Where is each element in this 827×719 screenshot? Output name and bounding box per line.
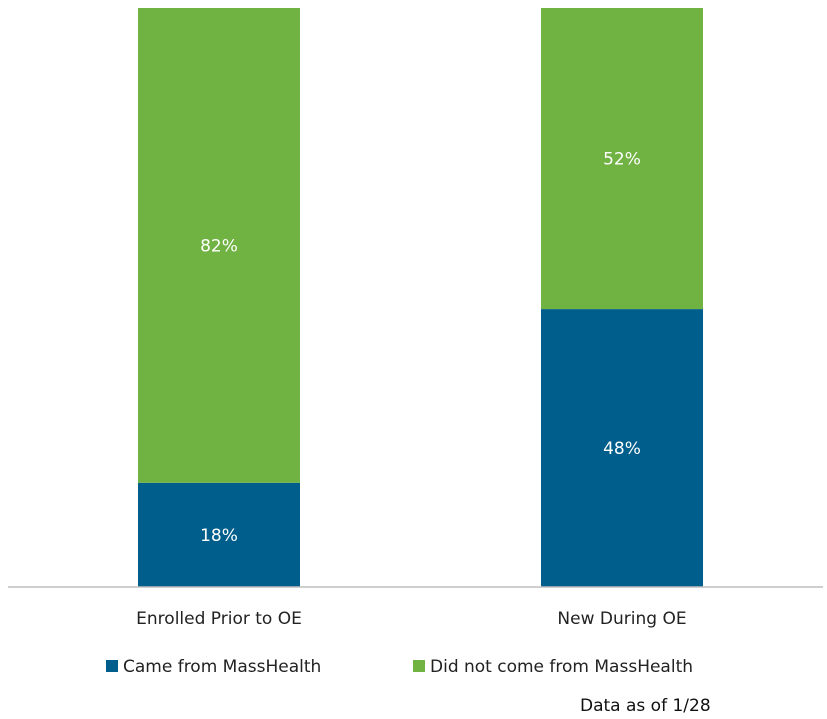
bar-enrolled-prior-to-oe-came-from-masshealth: [138, 482, 300, 587]
legend-swatch-came-from-masshealth: [106, 660, 118, 672]
data-date-note: Data as of 1/28: [580, 696, 711, 716]
bar-enrolled-prior-to-oe-did-not-come-from-masshealth: [138, 8, 300, 483]
category-label-new-during-oe: New During OE: [557, 609, 686, 629]
bars: 18% 82% 48% 52%: [138, 8, 703, 587]
legend-swatch-did-not-come-from-masshealth: [413, 660, 425, 672]
data-label-enrolled-prior-to-oe-did-not-come-from-masshealth: 82%: [200, 236, 238, 256]
bar-new-during-oe-came-from-masshealth: [541, 309, 703, 587]
data-label-new-during-oe-did-not-come-from-masshealth: 52%: [603, 150, 641, 170]
legend-label-came-from-masshealth: Came from MassHealth: [123, 657, 321, 677]
data-label-new-during-oe-came-from-masshealth: 48%: [603, 439, 641, 459]
bar-new-during-oe-did-not-come-from-masshealth: [541, 8, 703, 310]
category-label-enrolled-prior-to-oe: Enrolled Prior to OE: [136, 609, 302, 629]
data-label-enrolled-prior-to-oe-came-from-masshealth: 18%: [200, 526, 238, 546]
legend: Came from MassHealth Did not come from Ma…: [106, 657, 693, 677]
legend-label-did-not-come-from-masshealth: Did not come from MassHealth: [430, 657, 693, 677]
category-labels: Enrolled Prior to OE New During OE: [136, 609, 686, 629]
